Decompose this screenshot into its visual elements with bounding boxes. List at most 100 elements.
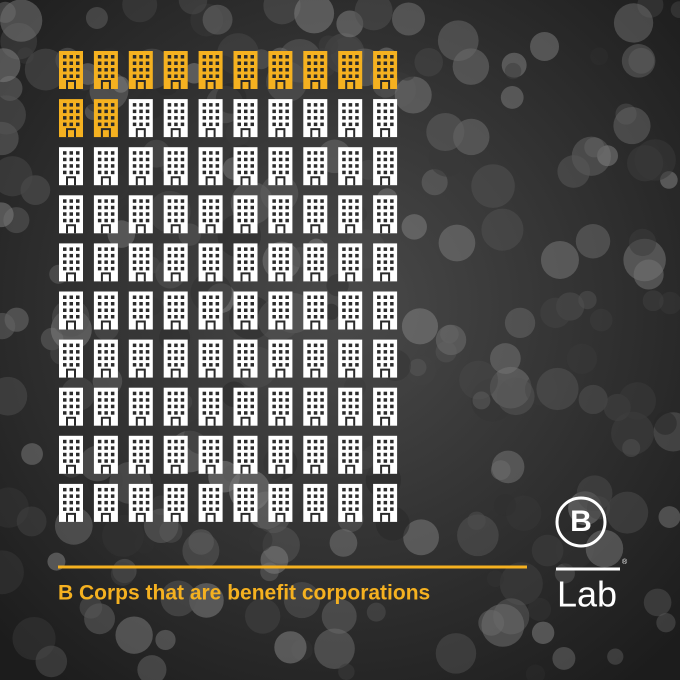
window xyxy=(278,55,283,59)
window xyxy=(174,151,178,155)
window xyxy=(313,55,318,59)
window xyxy=(167,363,172,367)
window xyxy=(383,157,388,162)
window xyxy=(202,494,207,498)
window xyxy=(110,391,115,396)
logo-letter: B xyxy=(570,505,592,538)
head xyxy=(578,384,608,415)
window xyxy=(69,103,73,107)
window xyxy=(110,446,115,450)
window xyxy=(285,103,289,107)
window xyxy=(104,411,108,415)
window xyxy=(209,157,213,162)
window xyxy=(285,205,289,210)
window xyxy=(237,103,241,107)
window xyxy=(215,404,220,409)
head xyxy=(401,214,427,240)
window xyxy=(167,308,172,312)
window xyxy=(110,74,115,78)
window xyxy=(313,459,318,463)
window xyxy=(209,411,213,415)
window xyxy=(244,68,248,72)
building-icon xyxy=(163,99,188,138)
window xyxy=(202,157,207,162)
door xyxy=(66,512,76,522)
window xyxy=(285,459,289,463)
window xyxy=(383,308,388,312)
window xyxy=(97,61,102,65)
window xyxy=(202,350,207,354)
window xyxy=(237,170,241,175)
window xyxy=(180,260,185,264)
window xyxy=(355,218,359,223)
head xyxy=(504,307,536,339)
head xyxy=(437,20,479,62)
window xyxy=(348,452,353,457)
window xyxy=(76,295,80,299)
building-icon xyxy=(268,99,293,138)
window xyxy=(104,398,108,402)
window xyxy=(278,170,283,175)
window xyxy=(377,122,381,127)
window xyxy=(76,459,80,463)
window xyxy=(76,507,80,511)
window xyxy=(383,398,388,402)
window xyxy=(320,439,324,444)
head xyxy=(35,645,68,678)
window xyxy=(69,247,73,251)
window xyxy=(383,507,388,511)
window xyxy=(132,452,137,457)
window xyxy=(320,205,324,210)
window xyxy=(377,411,381,415)
window xyxy=(110,266,115,271)
window xyxy=(209,151,213,155)
window xyxy=(145,487,150,492)
window xyxy=(215,212,220,216)
door xyxy=(345,80,356,89)
window xyxy=(244,164,248,168)
window xyxy=(285,295,289,299)
window xyxy=(104,157,108,162)
window xyxy=(250,253,254,258)
window xyxy=(272,68,276,72)
window xyxy=(97,205,102,210)
window xyxy=(390,302,394,306)
door xyxy=(170,80,181,89)
window xyxy=(202,343,207,348)
window xyxy=(97,55,102,59)
window xyxy=(63,356,67,361)
window xyxy=(272,302,276,306)
window xyxy=(215,109,220,114)
chart-title: B Corps that are benefit corporations xyxy=(58,582,430,605)
window xyxy=(272,295,276,299)
window xyxy=(180,452,185,457)
door xyxy=(100,272,111,282)
window xyxy=(180,151,185,155)
window xyxy=(383,247,388,251)
building-icon xyxy=(128,99,153,138)
window xyxy=(110,363,115,367)
window xyxy=(244,459,248,463)
window xyxy=(377,253,381,258)
window xyxy=(285,452,289,457)
window xyxy=(202,315,207,319)
window xyxy=(174,205,178,210)
window xyxy=(110,350,115,354)
window xyxy=(355,439,359,444)
window xyxy=(69,343,73,348)
window xyxy=(132,295,137,299)
window xyxy=(237,315,241,319)
window xyxy=(139,55,143,59)
window xyxy=(209,507,213,511)
window xyxy=(348,411,353,415)
window xyxy=(307,122,311,127)
window xyxy=(342,295,346,299)
window xyxy=(237,109,241,114)
window xyxy=(250,356,254,361)
window xyxy=(244,61,248,65)
window xyxy=(250,446,254,450)
window xyxy=(348,109,353,114)
head xyxy=(471,164,515,208)
building-icon xyxy=(128,243,153,282)
